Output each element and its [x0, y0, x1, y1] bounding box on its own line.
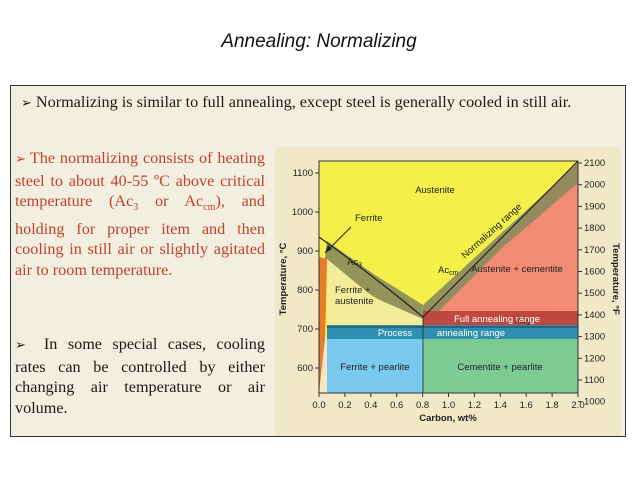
- ac3-line: [318, 236, 424, 318]
- y-tick-label-fahrenheit: 1300: [584, 332, 605, 343]
- label-austenite-cementite: Austenite + cementite: [471, 264, 563, 275]
- x-tick-label: 1.6: [520, 400, 533, 411]
- y-tick-label-fahrenheit: 1200: [584, 353, 605, 364]
- y-tick-label-celsius: 900: [297, 246, 313, 257]
- y-tick-label-celsius: 1100: [293, 168, 313, 179]
- x-tick-label: 0.0: [312, 400, 325, 411]
- label-full-annealing-range: Full annealing range: [454, 314, 540, 325]
- y-tick-label-fahrenheit: 1600: [584, 267, 605, 278]
- label-ferrite: Ferrite: [355, 213, 382, 224]
- cementite-pearlite-region: [423, 339, 578, 393]
- process-sub-2: cm: [203, 202, 216, 214]
- x-tick-label: 1.4: [494, 400, 507, 411]
- bullet-special: ➢ In some special cases, cooling rates ca…: [15, 334, 265, 418]
- y-tick-label-celsius: 800: [297, 285, 313, 296]
- y-tick-label-fahrenheit: 1800: [584, 223, 605, 234]
- y-ticks-fahrenheit: 2100 2000 1900 1800 1700 1600 1500 1400 1300 1200…: [578, 158, 605, 408]
- label-acm: Accm: [438, 265, 459, 277]
- y-tick-label-fahrenheit: 1900: [584, 201, 605, 212]
- label-austenite: Austenite: [415, 185, 455, 196]
- full-annealing-band: [423, 311, 578, 325]
- phase-diagram: Austenite Ferrite Ferrite + austenite Au…: [275, 147, 621, 436]
- process-text-1: The normalizing consists of heating stee…: [15, 149, 265, 210]
- acm-line: [422, 160, 579, 318]
- x-tick-label: 0.2: [338, 400, 351, 411]
- x-tick-label: 0.6: [390, 400, 403, 411]
- label-ferrite-austenite-2: austenite: [335, 296, 374, 307]
- y-tick-label-fahrenheit: 1100: [584, 375, 604, 386]
- process-annealing-band: [327, 325, 578, 339]
- y-tick-label-celsius: 700: [297, 324, 313, 335]
- content-panel: ➢ Normalizing is similar to full annealin…: [10, 85, 626, 437]
- bullet-process: ➢ The normalizing consists of heating ste…: [15, 148, 265, 280]
- bullet-arrow-icon: ➢: [21, 96, 32, 111]
- process-text-2: ), and holding for proper item and then …: [15, 192, 265, 279]
- y-tick-label-fahrenheit: 1500: [584, 288, 605, 299]
- bullet-special-text: In some special cases, cooling rates can…: [15, 335, 265, 417]
- ferrite-arrowhead: [325, 245, 332, 253]
- label-cementite-pearlite: Cementite + pearlite: [457, 362, 542, 373]
- x-tick-label: 0.8: [416, 400, 429, 411]
- x-tick-label: 1.2: [468, 400, 481, 411]
- y-axis-label-celsius: Temperature, °C: [278, 242, 289, 315]
- y-tick-label-fahrenheit: 2100: [584, 158, 605, 169]
- x-tick-label: 2.0: [571, 400, 584, 411]
- label-ferrite-pearlite: Ferrite + pearlite: [340, 362, 409, 373]
- bullet-arrow-icon: ➢: [15, 338, 26, 353]
- label-ac1: Ac1: [515, 315, 530, 327]
- ferrite-pearlite-region: [327, 339, 423, 393]
- process-text-mid: or Ac: [138, 192, 204, 210]
- y-tick-label-fahrenheit: 1400: [584, 310, 605, 321]
- normalizing-band: [325, 163, 578, 325]
- x-tick-label: 0.4: [364, 400, 377, 411]
- y-tick-label-fahrenheit: 1000: [584, 397, 605, 408]
- label-process-annealing-b: annealing range: [437, 328, 505, 339]
- label-process-annealing-a: Process: [378, 328, 413, 339]
- y-tick-label-fahrenheit: 1700: [584, 245, 605, 256]
- bullet-intro-text: Normalizing is similar to full annealing…: [35, 93, 572, 111]
- y-tick-label-celsius: 1000: [292, 207, 313, 218]
- ferrite-strip: [319, 257, 327, 393]
- label-ferrite-austenite-1: Ferrite +: [335, 285, 371, 296]
- bullet-intro: ➢ Normalizing is similar to full annealin…: [21, 92, 617, 115]
- y-axis-label-fahrenheit: Temperature, °F: [610, 243, 621, 315]
- process-sub-1: 3: [133, 202, 139, 214]
- slide-title: Annealing: Normalizing: [221, 31, 417, 52]
- x-axis-label: Carbon, wt%: [419, 413, 477, 424]
- label-ac3: Ac3: [347, 257, 362, 269]
- x-ticks: 0.0 0.2 0.4 0.6 0.8 1.0 1.2 1.4 1.6 1.8 2.0: [312, 393, 585, 411]
- ferrite-austenite-region: [327, 259, 423, 331]
- bullet-arrow-icon: ➢: [15, 152, 26, 167]
- y-ticks-celsius: 1100 1000 900 800 700 600: [292, 168, 319, 374]
- y-tick-label-celsius: 600: [297, 363, 313, 374]
- y-tick-label-fahrenheit: 2000: [584, 180, 605, 191]
- x-tick-label: 1.8: [545, 400, 558, 411]
- x-tick-label: 1.0: [442, 400, 455, 411]
